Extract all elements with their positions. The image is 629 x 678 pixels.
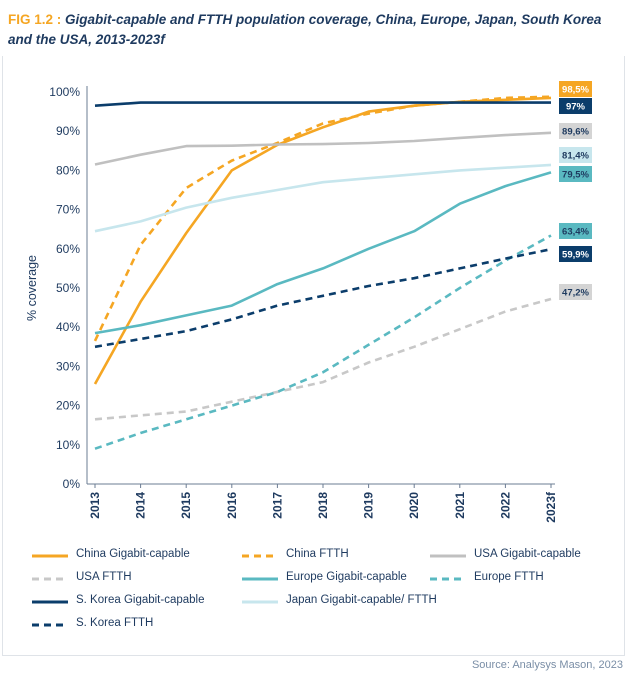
legend-label: Japan Gigabit-capable/ FTTH	[286, 594, 437, 606]
end-label-8: 59,9%	[562, 250, 589, 261]
chart-axes: 0% 10% 20% 30% 40% 50% 60% 70% 80% 90% 100% % cover…	[25, 85, 558, 523]
legend-label: Europe Gigabit-capable	[286, 571, 407, 583]
end-label-box-8	[559, 246, 592, 262]
legend-label: USA Gigabit-capable	[474, 548, 581, 560]
x-tick-label: 2020	[407, 492, 421, 519]
series-line-6	[94, 101, 551, 107]
end-label-box-2	[559, 123, 592, 139]
legend-swatch	[32, 577, 68, 581]
end-label-0: 98,5%	[562, 85, 589, 96]
legend-swatch	[32, 600, 68, 604]
series-line-8	[94, 247, 552, 349]
source-note: Source: Analysys Mason, 2023	[471, 659, 623, 671]
series-line-2	[94, 131, 552, 166]
legend-label: China FTTH	[286, 548, 349, 560]
end-label-box-5	[559, 223, 592, 239]
legend-label: S. Korea FTTH	[76, 617, 154, 629]
figure-number: FIG 1.2 :	[8, 12, 62, 27]
legend-swatch	[242, 600, 278, 604]
end-label-3: 47,2%	[562, 288, 589, 299]
legend-swatch	[242, 577, 278, 581]
legend-swatch	[430, 577, 466, 581]
x-tick-label: 2018	[316, 492, 330, 519]
y-tick-label: 60%	[56, 242, 80, 256]
legend-swatch	[32, 623, 68, 627]
end-label-box-0	[559, 81, 592, 97]
series-line-3	[94, 297, 552, 421]
end-label-box-3	[559, 284, 592, 300]
x-tick-label: 2014	[134, 492, 148, 519]
series-line-0	[93, 96, 552, 385]
x-tick-label: 2015	[179, 492, 193, 519]
chart-end-labels: 98,5% 89,6% 47,2% 79,5% 63,4% 97% 81,4% 59,9%	[559, 81, 592, 300]
chart-frame	[2, 56, 625, 656]
legend-label: China Gigabit-capable	[76, 548, 190, 560]
chart-series-lines	[93, 95, 552, 450]
x-tick-label: 2019	[362, 492, 376, 519]
y-tick-label: 100%	[49, 85, 80, 99]
legend-label: USA FTTH	[76, 571, 132, 583]
end-label-box-7	[559, 147, 592, 163]
y-tick-label: 0%	[63, 477, 81, 491]
series-line-4	[94, 171, 552, 335]
end-label-2: 89,6%	[562, 127, 589, 138]
figure-title-block: FIG 1.2 : Gigabit-capable and FTTH popul…	[8, 10, 618, 50]
x-tick-label: 2017	[270, 492, 284, 519]
series-line-1	[93, 95, 552, 342]
y-tick-label: 30%	[56, 359, 80, 373]
figure-title: Gigabit-capable and FTTH population cove…	[8, 12, 602, 47]
end-label-4: 79,5%	[562, 170, 589, 181]
end-label-5: 63,4%	[562, 227, 589, 238]
line-chart: 0% 10% 20% 30% 40% 50% 60% 70% 80% 90% 100% % cover…	[25, 81, 592, 523]
end-label-7: 81,4%	[562, 151, 589, 162]
y-tick-label: 20%	[56, 399, 80, 413]
y-tick-label: 50%	[56, 281, 80, 295]
end-label-6: 97%	[566, 102, 586, 113]
legend-label: Europe FTTH	[474, 571, 544, 583]
x-tick-label: 2016	[225, 492, 239, 519]
y-tick-label: 90%	[56, 124, 80, 138]
y-axis-title: % coverage	[25, 255, 39, 321]
end-label-box-4	[559, 166, 592, 182]
end-label-box-6	[559, 98, 592, 114]
legend-swatch	[32, 554, 68, 558]
x-tick-label: 2022	[498, 492, 512, 519]
y-tick-label: 80%	[56, 163, 80, 177]
y-tick-label: 70%	[56, 203, 80, 217]
x-tick-label: 2021	[453, 492, 467, 519]
legend-swatch	[430, 554, 466, 558]
x-tick-label: 2013	[88, 492, 102, 519]
legend-swatch	[242, 554, 278, 558]
y-tick-label: 10%	[56, 438, 80, 452]
x-tick-label: 2023f	[544, 491, 558, 523]
y-tick-label: 40%	[56, 320, 80, 334]
legend-label: S. Korea Gigabit-capable	[76, 594, 205, 606]
series-line-5	[94, 234, 552, 450]
series-line-7	[94, 163, 552, 233]
